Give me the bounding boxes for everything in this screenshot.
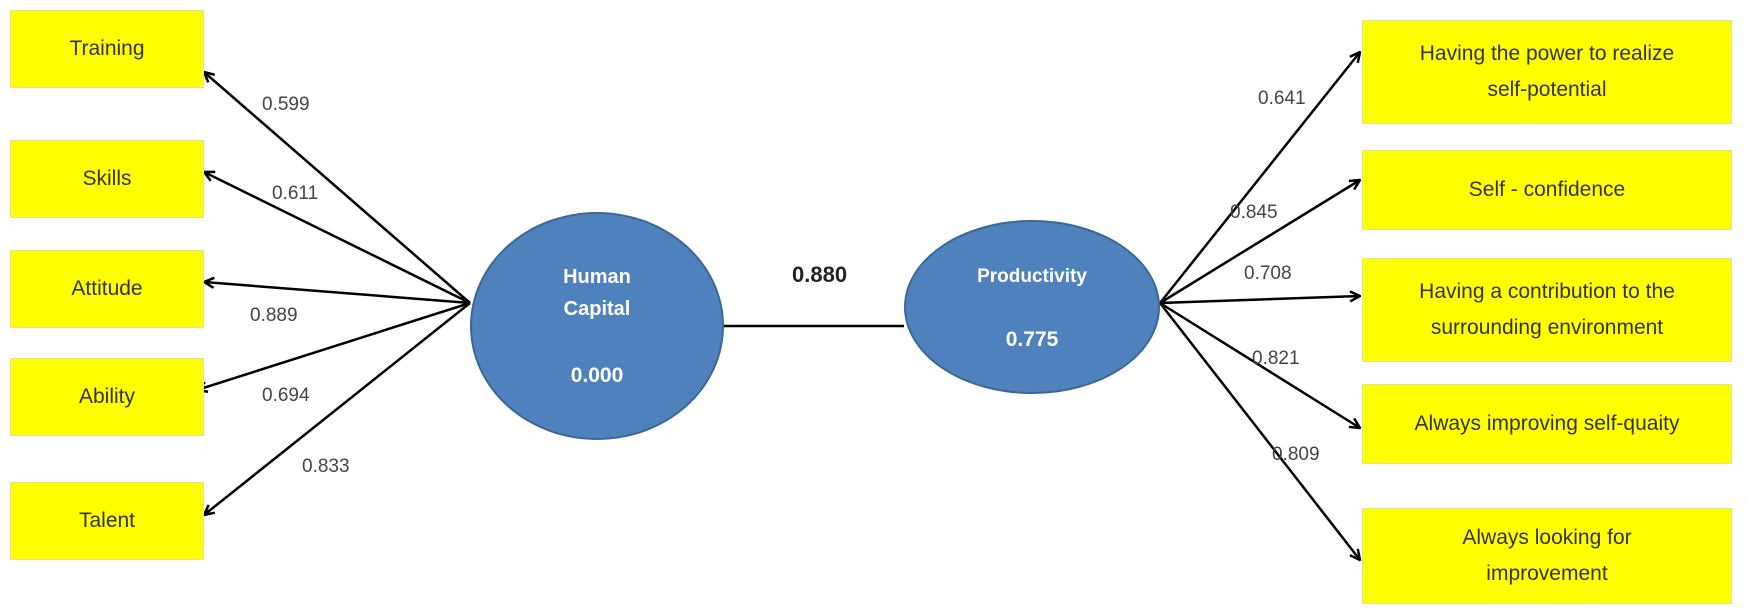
arrow-contribution [1159, 296, 1360, 305]
indicator-contribution: Having a contribution to the surrounding… [1362, 258, 1732, 362]
loading-self-quality: 0.821 [1252, 348, 1300, 369]
loading-self-confidence: 0.845 [1230, 202, 1278, 223]
arrow-attitude [204, 282, 471, 305]
indicator-label: Talent [78, 509, 136, 532]
indicator-attitude: Attitude [10, 250, 204, 328]
indicator-label: Training [69, 37, 145, 60]
indicator-skills: Skills [10, 140, 204, 218]
path-coefficient: 0.880 [792, 262, 848, 287]
human-capital-node: Human Capital 0.000 [470, 212, 724, 440]
loading-attitude: 0.889 [250, 305, 298, 326]
indicator-label: Attitude [71, 277, 143, 300]
indicator-label: Ability [78, 385, 136, 408]
loading-improvement: 0.809 [1272, 444, 1320, 465]
loading-self-potential: 0.641 [1258, 88, 1306, 109]
indicator-self-quality: Always improving self-quaity [1362, 384, 1732, 464]
productivity-label: Productivity [977, 266, 1087, 287]
human-capital-label-line2: Capital [563, 298, 631, 320]
indicator-label-line2: improvement [1486, 562, 1608, 585]
arrow-skills [204, 172, 471, 305]
productivity-value: 0.775 [1005, 328, 1059, 351]
indicator-label-line1: Always looking for [1462, 526, 1632, 549]
indicator-talent: Talent [10, 482, 204, 560]
arrow-self-potential [1159, 52, 1360, 304]
indicator-label-line1: Having the power to realize [1419, 42, 1675, 65]
indicator-label-line1: Always improving self-quaity [1414, 412, 1680, 435]
loading-talent: 0.833 [302, 456, 350, 477]
loading-skills: 0.611 [272, 183, 319, 204]
indicator-label-line2: self-potential [1487, 78, 1607, 101]
arrow-talent [204, 302, 471, 515]
human-capital-label-line1: Human [563, 266, 631, 288]
loading-contribution: 0.708 [1244, 263, 1292, 284]
human-capital-value: 0.000 [570, 364, 624, 387]
indicator-label-line1: Self - confidence [1468, 178, 1626, 201]
indicator-training: Training [10, 10, 204, 88]
arrow-improvement [1159, 302, 1360, 560]
loading-ability: 0.694 [262, 385, 310, 406]
indicator-improvement: Always looking for improvement [1362, 508, 1732, 604]
loading-training: 0.599 [262, 94, 310, 115]
indicator-label: Skills [82, 167, 132, 190]
indicator-self-potential: Having the power to realize self-potenti… [1362, 20, 1732, 124]
indicator-ability: Ability [10, 358, 204, 436]
productivity-node: Productivity 0.775 [904, 220, 1160, 394]
arrow-self-quality [1159, 301, 1360, 428]
indicator-label-line1: Having a contribution to the [1419, 280, 1675, 303]
arrow-training [204, 72, 471, 304]
arrow-self-confidence [1159, 180, 1360, 305]
arrow-ability [197, 301, 471, 390]
indicator-self-confidence: Self - confidence [1362, 150, 1732, 230]
indicator-label-line2: surrounding environment [1430, 316, 1664, 339]
